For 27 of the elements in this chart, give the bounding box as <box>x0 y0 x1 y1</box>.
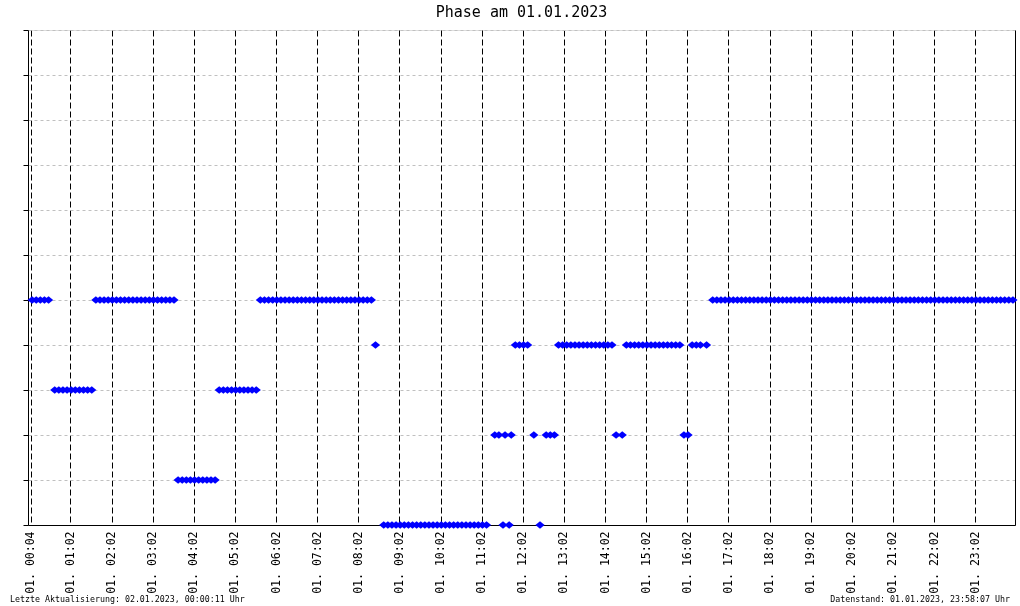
x-tick-label: 01. 01:02 <box>63 531 77 594</box>
x-tick-label: 01. 08:02 <box>350 531 365 594</box>
x-tick-label: 01. 12:02 <box>515 531 530 594</box>
x-tick-label: 01. 11:02 <box>474 531 489 594</box>
x-tick-label: 01. 05:02 <box>227 531 242 594</box>
x-tick-label: 01. 17:02 <box>721 531 735 594</box>
x-tick-label: 01. 07:02 <box>309 531 324 594</box>
x-tick-label: 01. 04:02 <box>186 531 201 594</box>
x-tick-label: 01. 06:02 <box>268 531 283 594</box>
x-tick-label: 01. 09:02 <box>392 531 406 594</box>
chart-title: Phase am 01.01.2023 <box>435 2 608 21</box>
x-tick-label: 01. 21:02 <box>885 531 900 594</box>
x-tick-label: 01. 19:02 <box>803 531 818 594</box>
x-tick-label: 01. 10:02 <box>433 531 448 594</box>
x-tick-label: 01. 02:02 <box>104 531 119 594</box>
x-tick-label: 01. 16:02 <box>679 531 694 594</box>
x-tick-label: 01. 03:02 <box>145 531 160 594</box>
x-tick-label: 01. 23:02 <box>967 531 982 594</box>
x-tick-label: 01. 20:02 <box>844 531 859 594</box>
x-tick-label: 01. 00:04 <box>23 531 38 594</box>
x-tick-label: 01. 22:02 <box>926 531 941 594</box>
text: Datenstand: 01.01.2023, 23:58:07 Uhr <box>830 594 1010 604</box>
text: Letzte Aktualisierung: 02.01.2023, 00:00:11 Uhr <box>10 594 245 604</box>
x-tick-label: 01. 15:02 <box>638 531 653 594</box>
x-tick-label: 01. 18:02 <box>762 531 777 594</box>
x-tick-label: 01. 14:02 <box>597 531 612 594</box>
x-tick-label: 01. 13:02 <box>556 531 571 594</box>
